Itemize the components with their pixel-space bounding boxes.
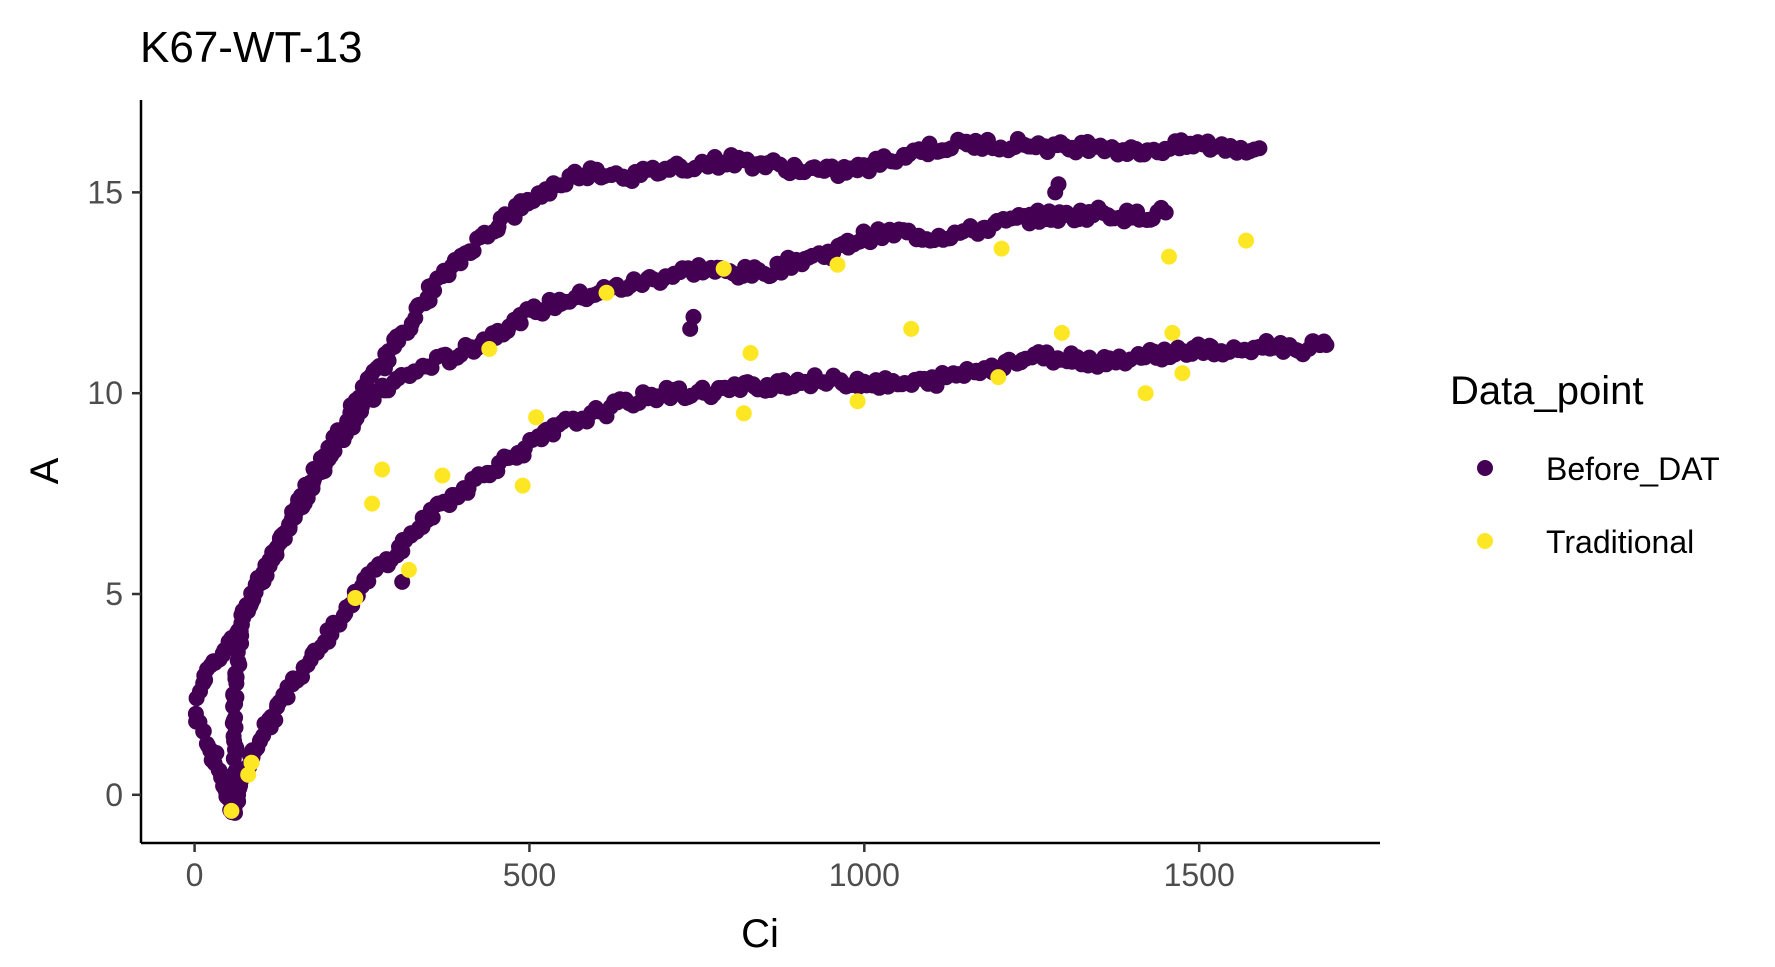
data-point-before-dat xyxy=(1318,337,1335,353)
legend-title: Data_point xyxy=(1450,369,1643,413)
y-axis-ticks: 0 5 10 15 xyxy=(87,174,141,813)
data-point-before-dat xyxy=(512,315,529,332)
data-point-traditional xyxy=(223,802,240,819)
data-point-traditional xyxy=(1137,385,1154,402)
data-point-traditional xyxy=(742,345,759,361)
data-point-traditional xyxy=(481,341,498,357)
legend-swatch-before-dat xyxy=(1477,460,1493,476)
data-point-traditional xyxy=(347,590,364,606)
data-point-traditional xyxy=(1161,248,1177,265)
data-point-before-dat xyxy=(424,509,441,526)
x-axis-ticks: 0 500 1000 1500 xyxy=(186,843,1235,893)
data-point-traditional xyxy=(434,467,451,484)
chart-title: K67-WT-13 xyxy=(140,23,363,72)
data-point-traditional xyxy=(514,477,531,494)
data-point-before-dat xyxy=(195,723,212,740)
y-tick-label: 5 xyxy=(105,576,123,612)
data-point-traditional xyxy=(903,320,920,337)
data-point-traditional xyxy=(374,461,391,478)
data-point-traditional xyxy=(1174,365,1191,382)
legend-label-before-dat: Before_DAT xyxy=(1546,451,1720,487)
x-tick-label: 1500 xyxy=(1164,857,1235,893)
x-tick-label: 0 xyxy=(186,857,204,893)
y-tick-label: 0 xyxy=(105,777,123,813)
x-tick-label: 500 xyxy=(503,857,556,893)
data-point-traditional xyxy=(598,284,615,301)
data-point-before-dat xyxy=(685,308,702,325)
data-point-traditional xyxy=(1238,232,1255,249)
data-point-traditional xyxy=(243,754,260,771)
y-axis-title: A xyxy=(23,457,67,484)
data-point-traditional xyxy=(990,369,1007,386)
data-point-before-dat xyxy=(394,573,411,590)
data-point-before-dat xyxy=(426,282,443,299)
data-point-before-dat xyxy=(322,441,339,458)
data-point-before-dat xyxy=(267,712,284,729)
data-point-before-dat xyxy=(212,764,229,781)
legend-label-traditional: Traditional xyxy=(1546,524,1694,560)
data-point-before-dat xyxy=(357,384,374,401)
data-point-traditional xyxy=(829,256,846,273)
data-point-traditional xyxy=(1053,324,1070,341)
legend: Data_point Before_DAT Traditional xyxy=(1450,369,1720,560)
data-point-before-dat xyxy=(342,411,359,428)
data-points xyxy=(187,131,1335,821)
data-point-traditional xyxy=(528,409,545,426)
data-point-before-dat xyxy=(1251,140,1268,157)
x-tick-label: 1000 xyxy=(829,857,900,893)
y-tick-label: 15 xyxy=(87,174,123,210)
data-point-traditional xyxy=(240,766,257,783)
data-point-before-dat xyxy=(465,243,482,259)
data-point-traditional xyxy=(993,240,1010,257)
data-point-traditional xyxy=(735,405,752,422)
data-point-traditional xyxy=(1164,324,1181,341)
data-point-before-dat xyxy=(682,320,699,337)
data-point-traditional xyxy=(715,260,732,277)
data-point-traditional xyxy=(400,561,417,578)
data-point-traditional xyxy=(849,393,866,410)
data-point-before-dat xyxy=(1157,204,1174,221)
x-axis-title: Ci xyxy=(741,912,779,956)
legend-swatch-traditional xyxy=(1477,533,1493,549)
y-tick-label: 10 xyxy=(87,375,123,411)
data-point-before-dat xyxy=(1050,176,1067,193)
data-point-traditional xyxy=(364,495,381,512)
